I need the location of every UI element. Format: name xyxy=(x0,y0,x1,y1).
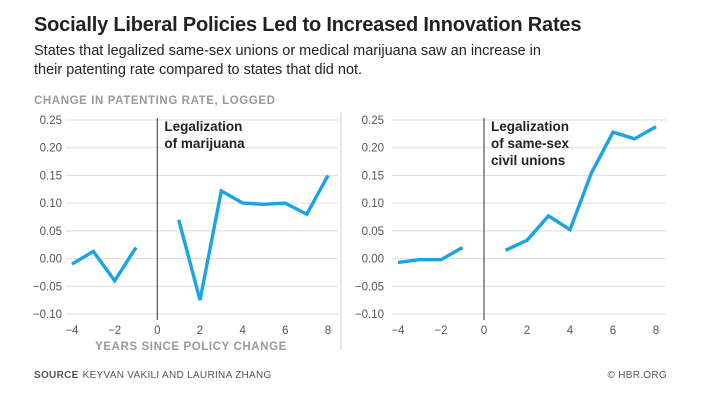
policy-annotation: of same-sex xyxy=(491,136,570,151)
y-tick-label: 0.10 xyxy=(362,198,384,210)
x-tick-label: −4 xyxy=(65,325,79,337)
chart-title: Socially Liberal Policies Led to Increas… xyxy=(34,14,582,36)
y-tick-label: −0.10 xyxy=(355,309,384,321)
x-tick-label: 0 xyxy=(481,325,487,337)
x-tick-label: 4 xyxy=(567,325,574,337)
y-tick-label: 0.00 xyxy=(362,254,384,266)
policy-annotation: of marijuana xyxy=(164,136,245,151)
policy-annotation: Legalization xyxy=(491,119,569,134)
y-tick-label: 0.20 xyxy=(40,143,62,155)
x-tick-label: 8 xyxy=(653,325,659,337)
y-tick-label: 0.20 xyxy=(362,143,384,155)
source-text: KEYVAN VAKILI AND LAURINA ZHANG xyxy=(82,370,272,381)
x-tick-label: −4 xyxy=(391,325,405,337)
data-line-segment xyxy=(504,125,657,252)
x-tick-label: 6 xyxy=(610,325,616,337)
panel-2: −0.10 −0.05 0.00 0.05 0.10 0.15 0.20 0.25 −4 −2 0 2… xyxy=(355,115,666,337)
y-tick-label: 0.25 xyxy=(40,115,62,127)
y-tick-label: 0.05 xyxy=(362,226,384,238)
policy-annotation: Legalization xyxy=(164,119,242,134)
y-tick-label: −0.05 xyxy=(355,281,384,293)
y-tick-label: 0.05 xyxy=(40,226,62,238)
x-tick-label: 4 xyxy=(239,325,246,337)
y-tick-label: −0.10 xyxy=(33,309,62,321)
credit: © HBR.ORG xyxy=(607,370,667,381)
y-tick-label: −0.05 xyxy=(33,281,62,293)
x-tick-label: −2 xyxy=(108,325,121,337)
data-line-segment xyxy=(397,246,464,265)
x-tick-label: 0 xyxy=(154,325,160,337)
data-line-segment xyxy=(177,174,330,301)
x-tick-label: −2 xyxy=(434,325,447,337)
y-tick-label: 0.00 xyxy=(40,254,62,266)
panel-1: −0.10 −0.05 0.00 0.05 0.10 0.15 0.20 0.25 −4 −2 0 2… xyxy=(33,115,338,353)
y-tick-label: 0.25 xyxy=(362,115,384,127)
x-tick-label: 2 xyxy=(197,325,203,337)
source-label: SOURCE xyxy=(34,370,79,381)
chart-subtitle: States that legalized same-sex unions or… xyxy=(34,43,541,78)
x-axis-label: YEARS SINCE POLICY CHANGE xyxy=(95,341,287,353)
y-tick-label: 0.15 xyxy=(362,170,384,182)
x-tick-label: 8 xyxy=(325,325,331,337)
data-line-segment xyxy=(71,246,138,284)
y-tick-label: 0.15 xyxy=(40,170,62,182)
x-tick-label: 6 xyxy=(282,325,288,337)
source-note: SOURCE KEYVAN VAKILI AND LAURINA ZHANG xyxy=(34,370,272,381)
x-tick-label: 2 xyxy=(524,325,530,337)
policy-annotation: civil unions xyxy=(491,153,565,168)
y-tick-label: 0.10 xyxy=(40,198,62,210)
y-axis-label: CHANGE IN PATENTING RATE, LOGGED xyxy=(34,95,276,107)
